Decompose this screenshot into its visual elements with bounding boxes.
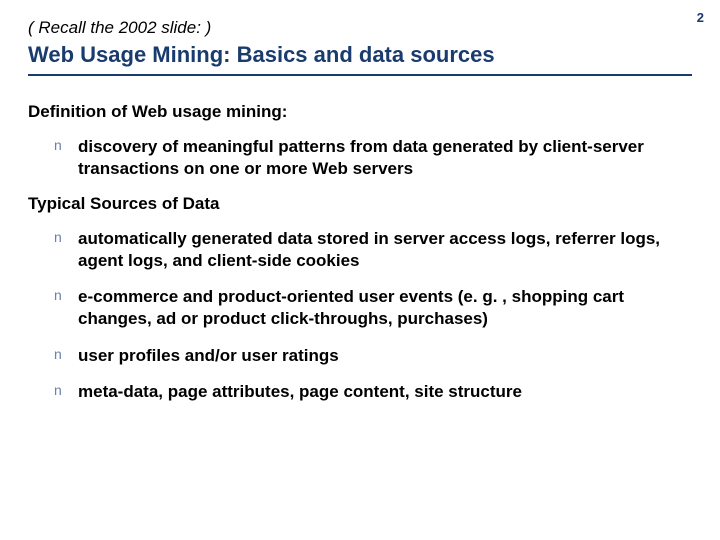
bullet-text: automatically generated data stored in s… [78,228,692,272]
bullet-marker-icon: n [54,228,64,247]
list-item: n automatically generated data stored in… [54,228,692,272]
section-heading: Definition of Web usage mining: [28,102,692,122]
pre-title: ( Recall the 2002 slide: ) [28,18,692,38]
list-item: n user profiles and/or user ratings [54,345,692,367]
bullet-text: user profiles and/or user ratings [78,345,339,367]
section-heading: Typical Sources of Data [28,194,692,214]
bullet-marker-icon: n [54,286,64,305]
bullet-marker-icon: n [54,345,64,364]
bullet-text: e-commerce and product-oriented user eve… [78,286,692,330]
bullet-text: meta-data, page attributes, page content… [78,381,522,403]
bullet-marker-icon: n [54,136,64,155]
list-item: n meta-data, page attributes, page conte… [54,381,692,403]
bullet-text: discovery of meaningful patterns from da… [78,136,692,180]
page-number: 2 [697,10,704,25]
bullet-marker-icon: n [54,381,64,400]
list-item: n discovery of meaningful patterns from … [54,136,692,180]
slide-title: Web Usage Mining: Basics and data source… [28,42,692,68]
slide: 2 ( Recall the 2002 slide: ) Web Usage M… [0,0,720,540]
list-item: n e-commerce and product-oriented user e… [54,286,692,330]
title-rule [28,74,692,76]
